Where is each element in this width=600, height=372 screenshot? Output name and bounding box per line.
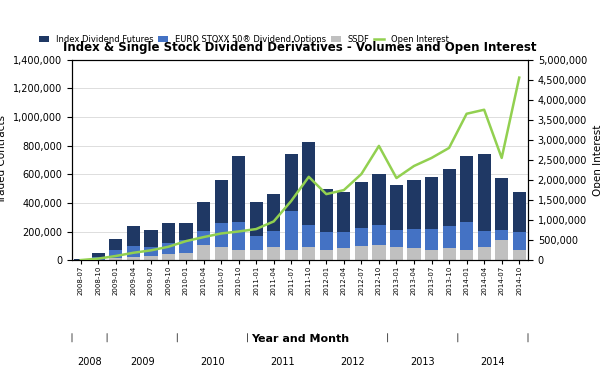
Bar — [232, 156, 245, 222]
Bar — [250, 202, 263, 236]
Bar — [443, 169, 455, 226]
Bar — [460, 222, 473, 250]
Bar — [284, 250, 298, 260]
Bar — [460, 250, 473, 260]
Bar — [373, 245, 386, 260]
Bar — [355, 228, 368, 246]
Legend: Index Dividend Futures, EURO STOXX 50® Dividend Options, SSDF, Open Interest: Index Dividend Futures, EURO STOXX 50® D… — [35, 31, 452, 47]
Bar — [127, 246, 140, 257]
Bar — [145, 230, 158, 247]
Bar — [250, 250, 263, 260]
Bar — [74, 259, 88, 260]
Bar — [390, 185, 403, 230]
Bar — [250, 236, 263, 250]
Bar — [512, 250, 526, 260]
Bar — [478, 154, 491, 231]
Bar — [495, 240, 508, 260]
Title: Index & Single Stock Dividend Derivatives - Volumes and Open Interest: Index & Single Stock Dividend Derivative… — [63, 41, 537, 54]
Bar — [337, 192, 350, 232]
Bar — [179, 253, 193, 260]
Text: 2012: 2012 — [340, 357, 365, 367]
Bar — [425, 250, 438, 260]
Bar — [390, 247, 403, 260]
Bar — [215, 247, 227, 260]
Text: 2014: 2014 — [481, 357, 505, 367]
Bar — [460, 156, 473, 222]
Bar — [302, 247, 316, 260]
Bar — [320, 189, 333, 232]
Bar — [320, 232, 333, 250]
Bar — [109, 250, 122, 258]
Bar — [512, 232, 526, 250]
Bar — [197, 202, 210, 231]
Bar — [197, 245, 210, 260]
Bar — [407, 248, 421, 260]
Bar — [337, 232, 350, 248]
Bar — [179, 240, 193, 253]
Bar — [127, 226, 140, 246]
Bar — [92, 257, 105, 260]
Bar — [215, 223, 227, 247]
Bar — [443, 248, 455, 260]
Bar — [179, 223, 193, 240]
Text: 2010: 2010 — [200, 357, 224, 367]
Bar — [302, 225, 316, 247]
Bar — [127, 257, 140, 260]
Bar — [373, 174, 386, 225]
Bar — [267, 194, 280, 231]
Y-axis label: Open Interest: Open Interest — [593, 124, 600, 196]
Bar — [162, 254, 175, 260]
X-axis label: Year and Month: Year and Month — [251, 334, 349, 344]
Bar — [478, 231, 491, 247]
Bar — [215, 180, 227, 223]
Bar — [512, 192, 526, 232]
Bar — [109, 258, 122, 260]
Text: 2013: 2013 — [410, 357, 435, 367]
Bar — [232, 250, 245, 260]
Bar — [162, 223, 175, 243]
Bar — [109, 239, 122, 250]
Bar — [495, 230, 508, 240]
Bar — [425, 177, 438, 229]
Bar — [337, 248, 350, 260]
Bar — [373, 225, 386, 245]
Text: 2009: 2009 — [130, 357, 154, 367]
Bar — [145, 256, 158, 260]
Bar — [302, 142, 316, 225]
Bar — [267, 247, 280, 260]
Bar — [92, 253, 105, 257]
Bar — [355, 246, 368, 260]
Text: 2011: 2011 — [270, 357, 295, 367]
Bar — [284, 154, 298, 211]
Bar — [425, 229, 438, 250]
Y-axis label: Traded Contracts: Traded Contracts — [0, 115, 7, 205]
Bar — [407, 180, 421, 229]
Bar — [197, 231, 210, 245]
Bar — [478, 247, 491, 260]
Bar — [443, 226, 455, 248]
Bar — [495, 178, 508, 230]
Bar — [284, 211, 298, 250]
Bar — [162, 243, 175, 254]
Bar — [355, 182, 368, 228]
Bar — [232, 222, 245, 250]
Bar — [320, 250, 333, 260]
Bar — [390, 230, 403, 247]
Bar — [267, 231, 280, 247]
Bar — [145, 247, 158, 256]
Bar — [407, 229, 421, 248]
Text: 2008: 2008 — [77, 357, 102, 367]
